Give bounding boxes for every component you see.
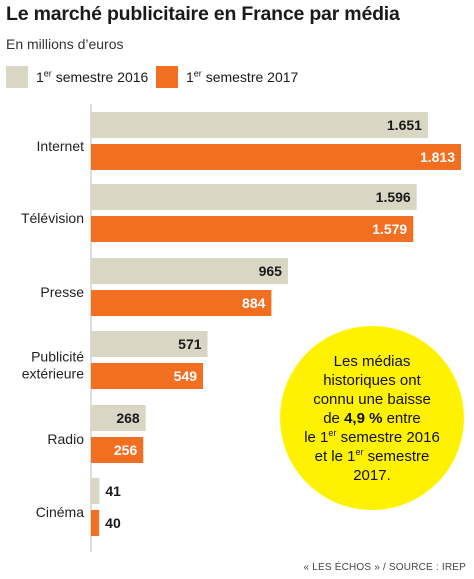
value-label-2017-radio: 256 [114, 442, 138, 458]
category-label-internet: Internet [37, 138, 85, 154]
legend-swatch-2016 [6, 66, 28, 88]
chart-subtitle: En millions d’euros [6, 36, 124, 52]
chart-title: Le marché publicitaire en France par méd… [6, 3, 400, 25]
bar-2017-cinema [91, 510, 100, 536]
value-label-2017-publicite-exterieure: 549 [174, 368, 198, 384]
bar-2017-radio [91, 437, 144, 463]
value-label-2017-presse: 884 [242, 295, 266, 311]
bar-2017-television [91, 216, 414, 242]
value-label-2016-internet: 1.651 [387, 117, 422, 133]
category-label-presse: Presse [40, 284, 84, 300]
source-credit: « LES ÉCHOS » / SOURCE : IREP [303, 562, 466, 573]
value-label-2017-cinema: 40 [105, 515, 121, 531]
value-label-2016-television: 1.596 [376, 189, 411, 205]
bar-2017-publicite-exterieure [91, 363, 204, 389]
bar-2016-presse [91, 258, 288, 284]
legend-label-2016: 1er semestre 2016 [36, 68, 149, 85]
category-label-radio: Radio [47, 431, 84, 447]
callout-text: Les médias historiques ont connu une bai… [304, 352, 440, 484]
category-label-cinema: Cinéma [36, 504, 84, 520]
value-label-2016-presse: 965 [259, 263, 283, 279]
category-label-publicite-exterieure: Publicité extérieure [22, 349, 84, 382]
value-label-2017-television: 1.579 [372, 221, 407, 237]
value-label-2016-cinema: 41 [105, 483, 121, 499]
callout-bubble: Les médias historiques ont connu une bai… [280, 326, 464, 510]
bar-2016-internet [91, 112, 428, 138]
bar-2016-television [91, 184, 417, 210]
category-label-television: Télévision [21, 210, 84, 226]
value-label-2016-radio: 268 [116, 410, 140, 426]
bar-2017-internet [91, 144, 461, 170]
bar-2017-presse [91, 290, 272, 316]
value-label-2017-internet: 1.813 [420, 149, 455, 165]
bar-2016-cinema [91, 478, 100, 504]
bar-2016-radio [91, 405, 146, 431]
value-label-2016-publicite-exterieure: 571 [178, 336, 202, 352]
bar-2016-publicite-exterieure [91, 331, 208, 357]
legend-label-2017: 1er semestre 2017 [186, 68, 299, 85]
legend-swatch-2017 [156, 66, 178, 88]
